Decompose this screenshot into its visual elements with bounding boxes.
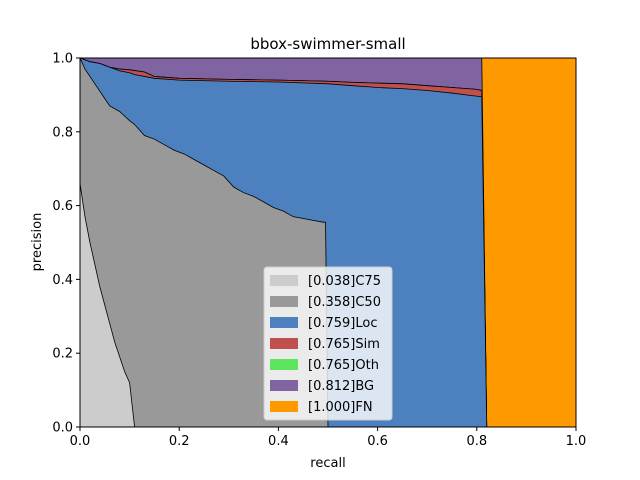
legend-swatch <box>270 296 298 307</box>
legend-swatch <box>270 275 298 286</box>
legend-entry: [0.358]C50 <box>308 295 381 310</box>
y-tick-label: 0.2 <box>52 347 73 362</box>
legend-entry: [1.000]FN <box>308 400 373 415</box>
x-axis-label: recall <box>310 456 345 471</box>
x-tick-label: 0.4 <box>268 434 289 449</box>
chart-title: bbox-swimmer-small <box>250 35 405 53</box>
x-tick-label: 1.0 <box>566 434 587 449</box>
x-axis-ticks: 0.0 0.2 0.4 0.6 0.8 1.0 <box>70 427 587 449</box>
y-tick-label: 0.4 <box>52 273 73 288</box>
y-axis-label: precision <box>30 213 45 272</box>
legend: [0.038]C75 [0.358]C50 [0.759]Loc [0.765]Sim… <box>263 266 393 421</box>
area-c75 <box>79 183 136 428</box>
legend-entry: [0.038]C75 <box>308 274 381 289</box>
plot-frame <box>79 57 577 428</box>
x-tick-label: 0.6 <box>367 434 388 449</box>
x-tick-label: 0.0 <box>70 434 91 449</box>
legend-swatch <box>270 338 298 349</box>
y-axis-ticks: 0.0 0.2 0.4 0.6 0.8 1.0 <box>52 52 80 436</box>
y-tick-label: 0.0 <box>52 421 73 436</box>
legend-entry: [0.759]Loc <box>308 316 377 331</box>
y-tick-label: 1.0 <box>52 52 73 67</box>
legend-entry: [0.765]Oth <box>308 358 379 373</box>
x-tick-label: 0.2 <box>169 434 190 449</box>
legend-entry: [0.812]BG <box>308 379 374 394</box>
x-tick-label: 0.8 <box>466 434 487 449</box>
y-tick-label: 0.8 <box>52 125 73 140</box>
legend-swatch <box>270 359 298 370</box>
legend-entry: [0.765]Sim <box>308 337 380 352</box>
legend-swatch <box>270 401 298 412</box>
legend-swatch <box>270 380 298 391</box>
y-tick-label: 0.6 <box>52 199 73 214</box>
legend-swatch <box>270 317 298 328</box>
